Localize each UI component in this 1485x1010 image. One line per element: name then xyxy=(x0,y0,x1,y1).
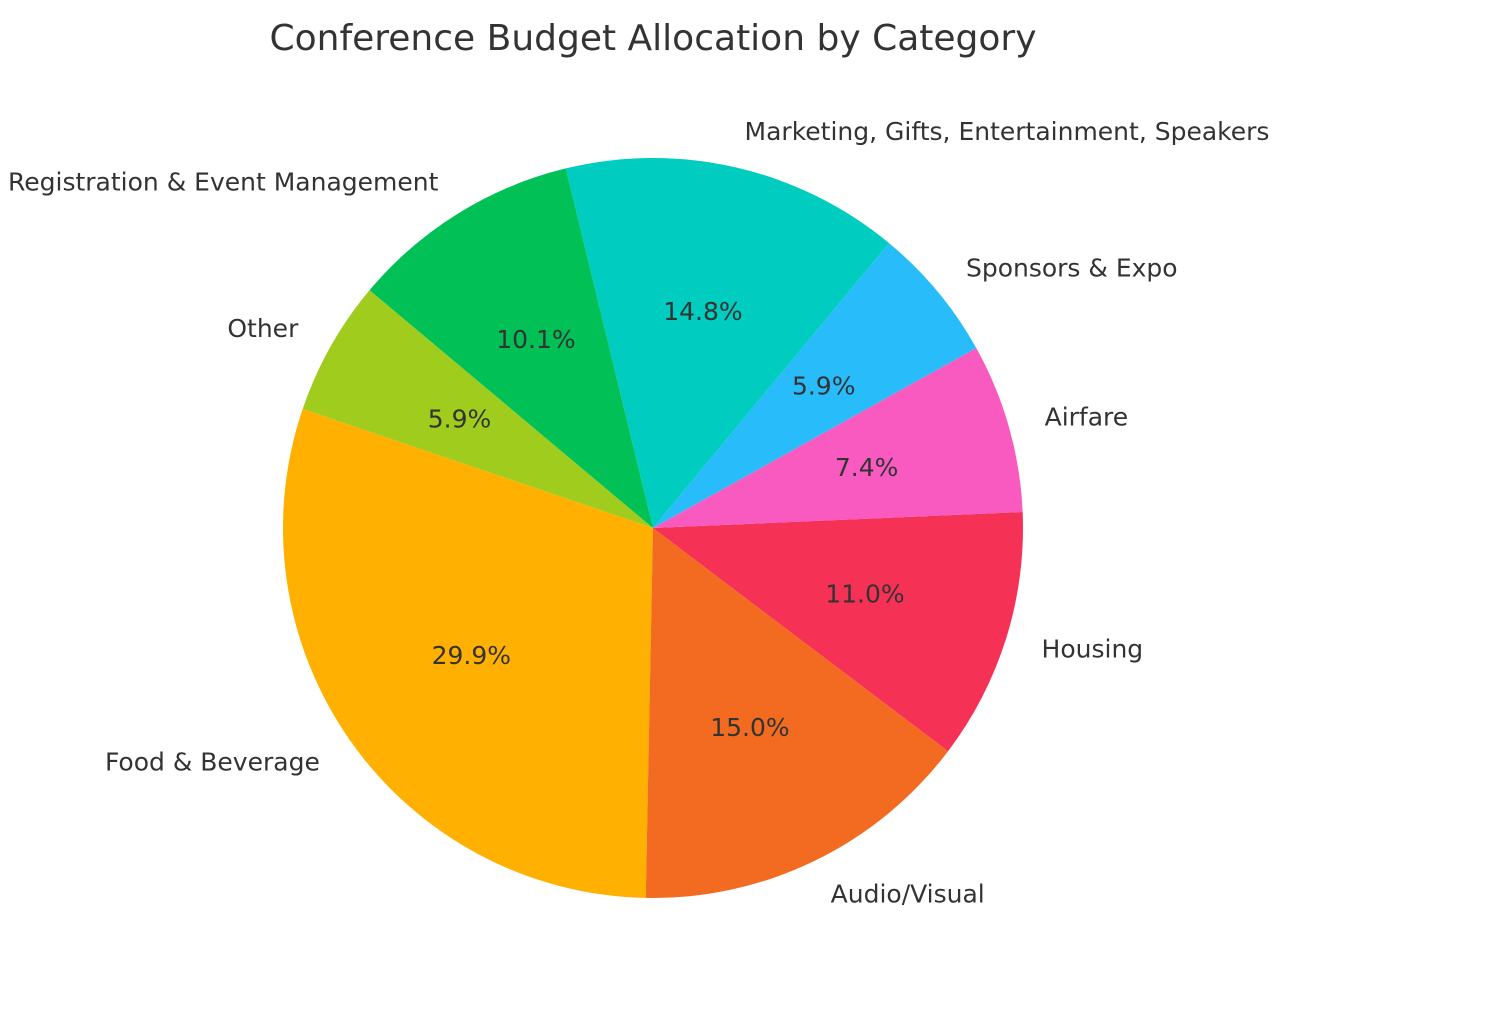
slice-percent-label: 10.1% xyxy=(496,325,575,354)
slice-category-label: Airfare xyxy=(1045,403,1129,432)
pie-slice-housing xyxy=(653,511,1023,752)
slice-percent-label: 7.4% xyxy=(835,453,899,482)
slices-layer xyxy=(283,158,1023,898)
pie-slice-registration-event-management xyxy=(369,168,653,529)
slice-category-label: Registration & Event Management xyxy=(8,168,439,197)
slice-percent-label: 15.0% xyxy=(710,713,789,742)
chart-title: Conference Budget Allocation by Category xyxy=(269,18,1036,59)
slice-percent-label: 5.9% xyxy=(428,405,492,434)
slice-category-label: Marketing, Gifts, Entertainment, Speaker… xyxy=(745,117,1270,146)
slice-percent-label: 5.9% xyxy=(792,372,856,401)
slice-category-label: Housing xyxy=(1042,635,1144,664)
slice-percent-label: 29.9% xyxy=(432,641,511,670)
slice-category-label: Audio/Visual xyxy=(831,880,985,909)
pie-slice-other xyxy=(302,290,653,528)
pie-slice-sponsors-expo xyxy=(653,243,977,528)
slice-percent-label: 14.8% xyxy=(663,297,742,326)
category-labels-layer: Other Food & Beverage Audio/Visual Housing A… xyxy=(8,117,1269,909)
pie-slice-food-beverage xyxy=(283,409,653,898)
slice-category-label: Other xyxy=(227,314,299,343)
slice-category-label: Sponsors & Expo xyxy=(966,253,1178,282)
slice-percent-label: 11.0% xyxy=(825,580,904,609)
pie-slice-marketing-gifts-entertainment-speakers xyxy=(565,158,890,528)
percent-labels-layer: 5.9% 29.9% 15.0% 11.0% 7.4% 5.9% 14.8% 10.1% xyxy=(428,297,905,742)
pie-slice-airfare xyxy=(653,347,1023,528)
slice-category-label: Food & Beverage xyxy=(105,747,320,776)
pie-slice-audio-visual xyxy=(645,528,949,898)
